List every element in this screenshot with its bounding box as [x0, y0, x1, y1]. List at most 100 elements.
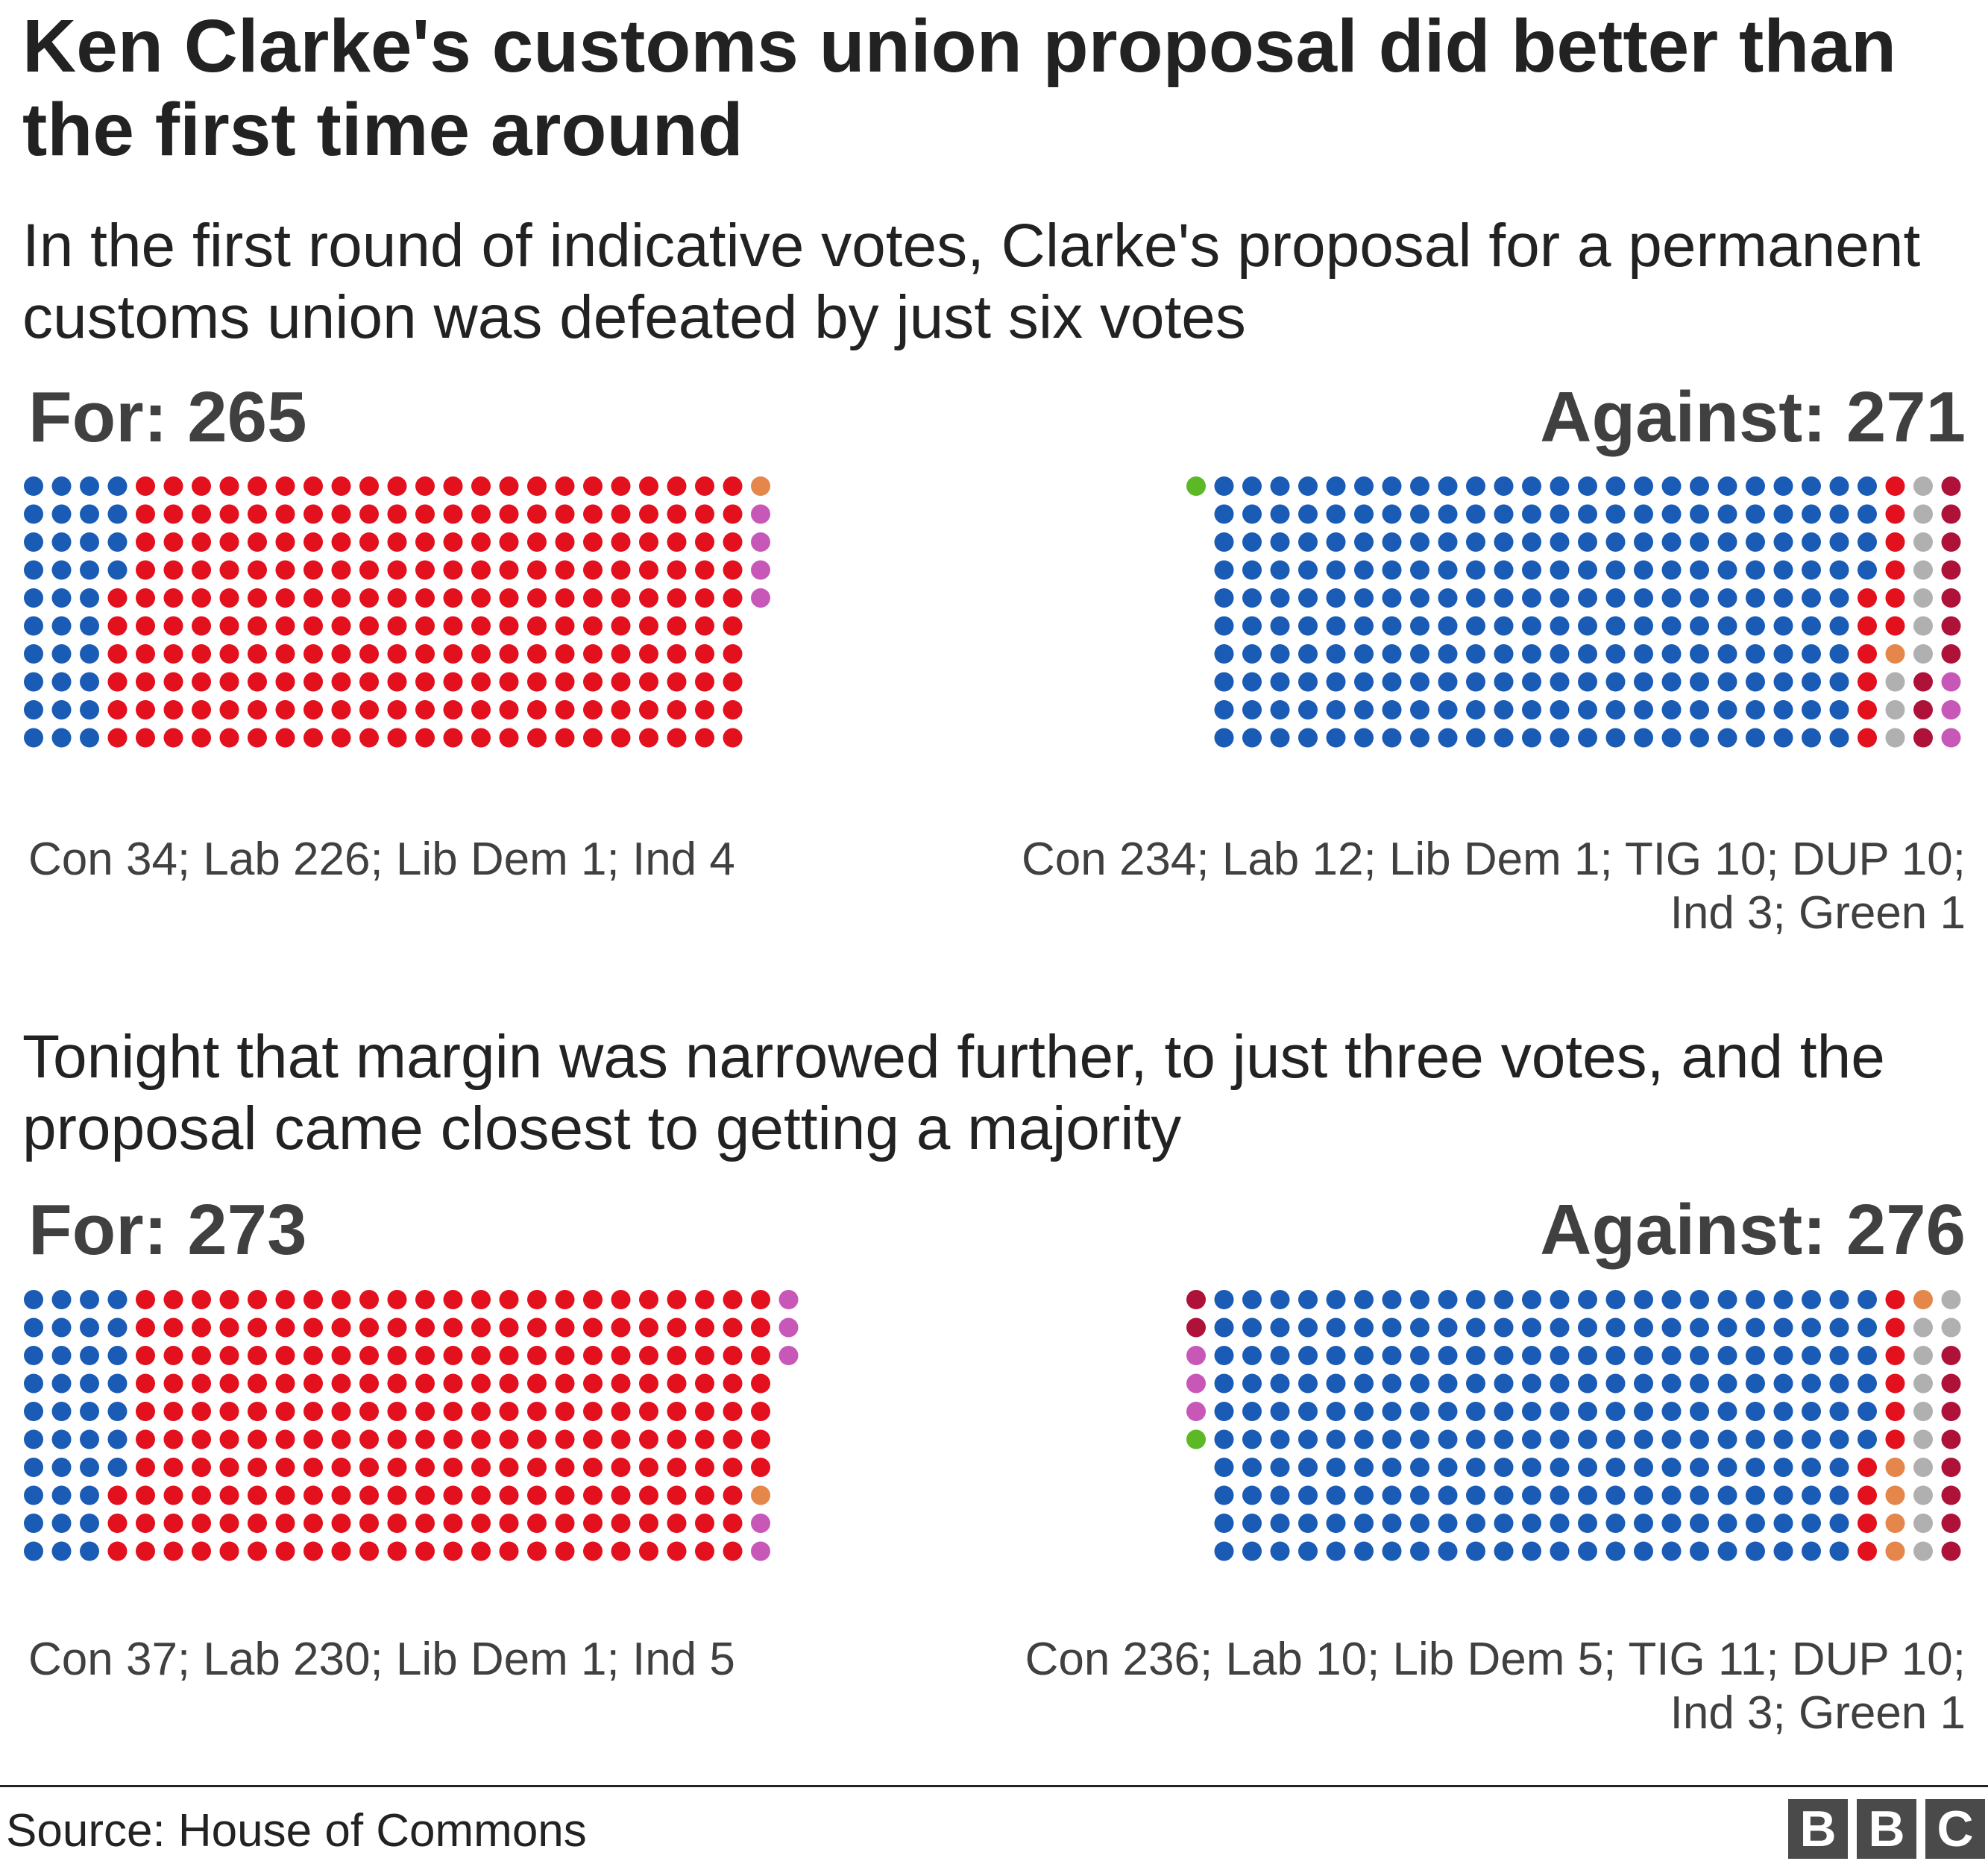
vote-dot-lab: [695, 588, 714, 608]
vote-dot-con: [1494, 1458, 1514, 1477]
vote-dot-con: [1689, 504, 1709, 524]
vote-dot-con: [51, 672, 72, 692]
vote-dot-lab: [331, 728, 351, 748]
vote-dot-lab: [667, 1290, 687, 1309]
vote-dot-con: [1382, 1290, 1402, 1309]
vote-dot-con: [1829, 1346, 1849, 1365]
vote-dot-con: [1801, 1429, 1821, 1449]
vote-dot-con: [1745, 700, 1765, 720]
vote-dot-lab: [275, 532, 295, 552]
vote-dot-con: [1745, 504, 1765, 524]
vote-dot-lab: [611, 644, 631, 664]
vote-dot-lib-dem: [1885, 1458, 1905, 1477]
vote-dot-con: [1829, 1317, 1849, 1338]
vote-dot-con: [1633, 476, 1653, 496]
vote-dot-con: [1242, 588, 1262, 608]
vote-dot-con: [107, 504, 128, 524]
vote-dot-con: [1326, 1317, 1346, 1338]
vote-dot-con: [1465, 1485, 1485, 1505]
vote-dot-lab: [527, 616, 547, 636]
vote-dot-con: [1297, 560, 1318, 580]
vote-dot-con: [80, 1429, 99, 1449]
vote-dot-lab: [555, 616, 575, 636]
vote-dot-lab: [303, 532, 323, 552]
vote-dot-con: [1438, 560, 1458, 580]
vote-dot-lab: [471, 1402, 491, 1421]
vote-dot-con: [1214, 1458, 1234, 1477]
vote-dot-con: [1717, 1485, 1737, 1505]
vote-dot-con: [1438, 504, 1458, 524]
vote-dot-lab: [443, 1373, 463, 1394]
vote-dot-con: [1214, 672, 1234, 692]
vote-dot-lab: [387, 1541, 407, 1561]
vote-dot-lab: [527, 644, 547, 664]
vote-dot-con: [1605, 616, 1626, 636]
vote-dot-lab: [1885, 476, 1905, 496]
vote-dot-lab: [359, 616, 379, 636]
vote-dot-con: [80, 1514, 99, 1533]
vote-dot-con: [1689, 476, 1709, 496]
vote-dot-lab: [527, 672, 547, 692]
vote-dot-con: [1242, 700, 1262, 720]
vote-dot-con: [1521, 476, 1541, 496]
vote-dot-lab: [555, 532, 575, 552]
vote-dot-con: [1409, 588, 1429, 608]
vote-dot-con: [1661, 1485, 1682, 1505]
vote-dot-con: [1465, 1402, 1485, 1421]
vote-dot-con: [1494, 504, 1514, 524]
vote-dot-lab: [527, 588, 547, 608]
vote-dot-con: [1382, 1514, 1402, 1533]
vote-dot-lab: [359, 1402, 379, 1421]
vote-dot-lab: [415, 672, 435, 692]
vote-dot-con: [1521, 1514, 1541, 1533]
vote-dot-lab: [248, 644, 267, 664]
vote-dot-lab: [163, 1346, 183, 1365]
vote-dot-lab: [667, 700, 687, 720]
vote-dot-con: [1326, 1290, 1346, 1309]
vote-dot-lab: [415, 588, 435, 608]
vote-dot-con: [24, 476, 43, 496]
vote-dot-con: [1438, 1317, 1458, 1338]
vote-dot-lab: [639, 616, 658, 636]
vote-dot-con: [1605, 700, 1626, 720]
vote-dot-lab: [667, 588, 687, 608]
vote-dot-con: [1689, 1514, 1709, 1533]
vote-dot-lab: [443, 1402, 463, 1421]
vote-dot-con: [1270, 1429, 1290, 1449]
vote-dot-con: [1270, 728, 1290, 748]
vote-dot-lab: [275, 700, 295, 720]
vote-dot-con: [1717, 728, 1737, 748]
vote-dot-con: [1717, 1290, 1737, 1309]
vote-dot-con: [1661, 728, 1682, 748]
vote-dot-lab: [555, 728, 575, 748]
vote-dot-lab: [611, 616, 631, 636]
vote-dot-ind: [751, 560, 770, 580]
vote-dot-con: [1689, 728, 1709, 748]
second-round-for-breakdown: Con 37; Lab 230; Lib Dem 1; Ind 5: [28, 1634, 735, 1685]
vote-dot-con: [80, 1317, 99, 1338]
vote-dot-lab: [555, 588, 575, 608]
vote-dot-con: [80, 560, 99, 580]
vote-dot-con: [1689, 1317, 1709, 1338]
vote-dot-con: [107, 532, 128, 552]
vote-dot-lab: [499, 1373, 519, 1394]
vote-dot-con: [1773, 1290, 1793, 1309]
vote-dot-lab: [583, 1402, 603, 1421]
vote-dot-lab: [555, 700, 575, 720]
vote-dot-lab: [695, 1346, 714, 1365]
vote-dot-lab: [443, 504, 463, 524]
vote-dot-lab: [723, 1346, 743, 1365]
vote-dot-lab: [555, 1485, 575, 1505]
vote-dot-con: [1521, 532, 1541, 552]
vote-dot-con: [1550, 504, 1570, 524]
vote-dot-con: [1717, 532, 1737, 552]
vote-dot-con: [1577, 644, 1597, 664]
vote-dot-con: [1297, 1458, 1318, 1477]
vote-dot-lab: [471, 644, 491, 664]
vote-dot-lab: [499, 504, 519, 524]
vote-dot-con: [1409, 1290, 1429, 1309]
vote-dot-con: [1773, 1346, 1793, 1365]
vote-dot-con: [1605, 672, 1626, 692]
vote-dot-con: [1605, 560, 1626, 580]
vote-dot-lab: [695, 1541, 714, 1561]
